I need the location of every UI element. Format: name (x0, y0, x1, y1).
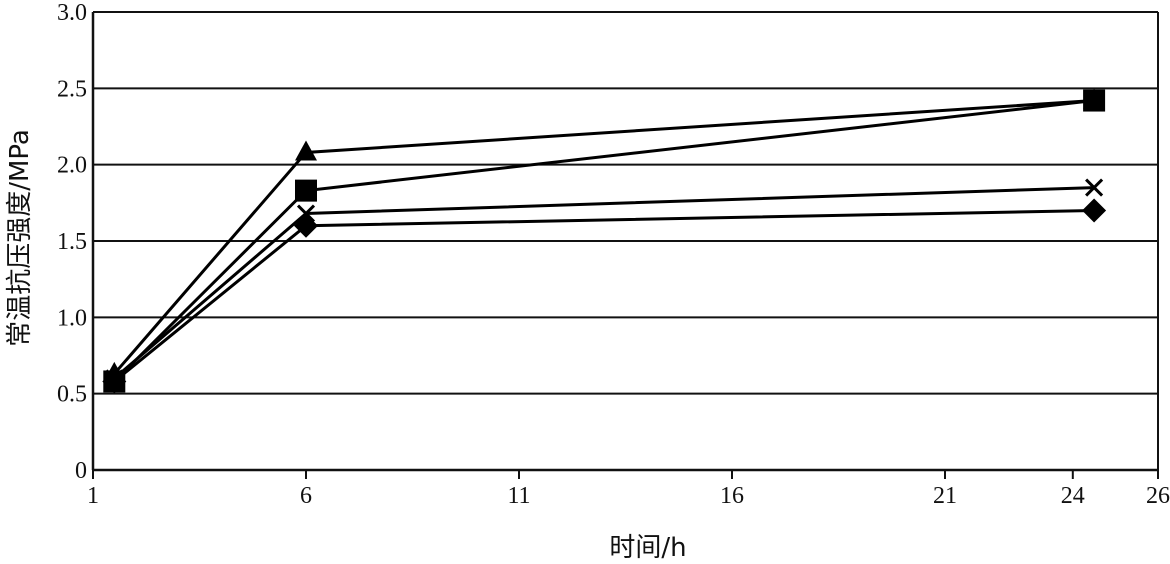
y-tick-label-4: 2.0 (57, 153, 87, 179)
x-tick-label-6: 26 (1146, 483, 1170, 509)
point-square-1 (295, 179, 317, 202)
y-tick-label-1: 0.5 (57, 382, 87, 408)
y-tick-label-6: 3.0 (57, 0, 87, 26)
series-cross (105, 178, 1104, 388)
x-tick-labels: 1 6 11 16 21 24 26 (87, 483, 1170, 509)
series-diamond (102, 198, 1107, 394)
y-tick-label-2: 1.0 (57, 305, 87, 331)
x-tick-label-1: 6 (300, 483, 312, 509)
series (102, 88, 1107, 394)
point-square-2 (1083, 89, 1106, 112)
y-tick-label-3: 1.5 (57, 229, 87, 255)
axes (91, 12, 1159, 479)
x-axis-title: 时间/h (609, 533, 686, 563)
series-line-cross (113, 186, 1095, 380)
x-tick-label-5: 24 (1061, 483, 1085, 509)
grid-lines (93, 11, 1158, 395)
x-tick-label-2: 11 (507, 483, 530, 509)
point-diamond-0 (102, 369, 127, 394)
y-tick-label-0: 0 (75, 458, 87, 484)
point-cross-2-stroke-b (1085, 178, 1104, 197)
point-cross-1-stroke-b (296, 204, 316, 223)
y-tick-labels: 0 0.5 1.0 1.5 2.0 2.5 3.0 (57, 0, 87, 484)
x-tick-label-3: 16 (720, 483, 744, 509)
y-axis-title: 常温抗压强度/MPa (5, 129, 35, 347)
point-diamond-1 (294, 213, 318, 238)
x-tick-label-0: 1 (87, 483, 99, 509)
point-diamond-2 (1082, 198, 1107, 223)
x-tick-label-4: 21 (933, 483, 957, 509)
point-triangle-1 (295, 140, 317, 161)
series-triangle (103, 88, 1106, 382)
y-tick-label-5: 2.5 (57, 76, 87, 102)
point-cross-2 (1085, 178, 1104, 197)
point-cross-1 (296, 204, 316, 223)
